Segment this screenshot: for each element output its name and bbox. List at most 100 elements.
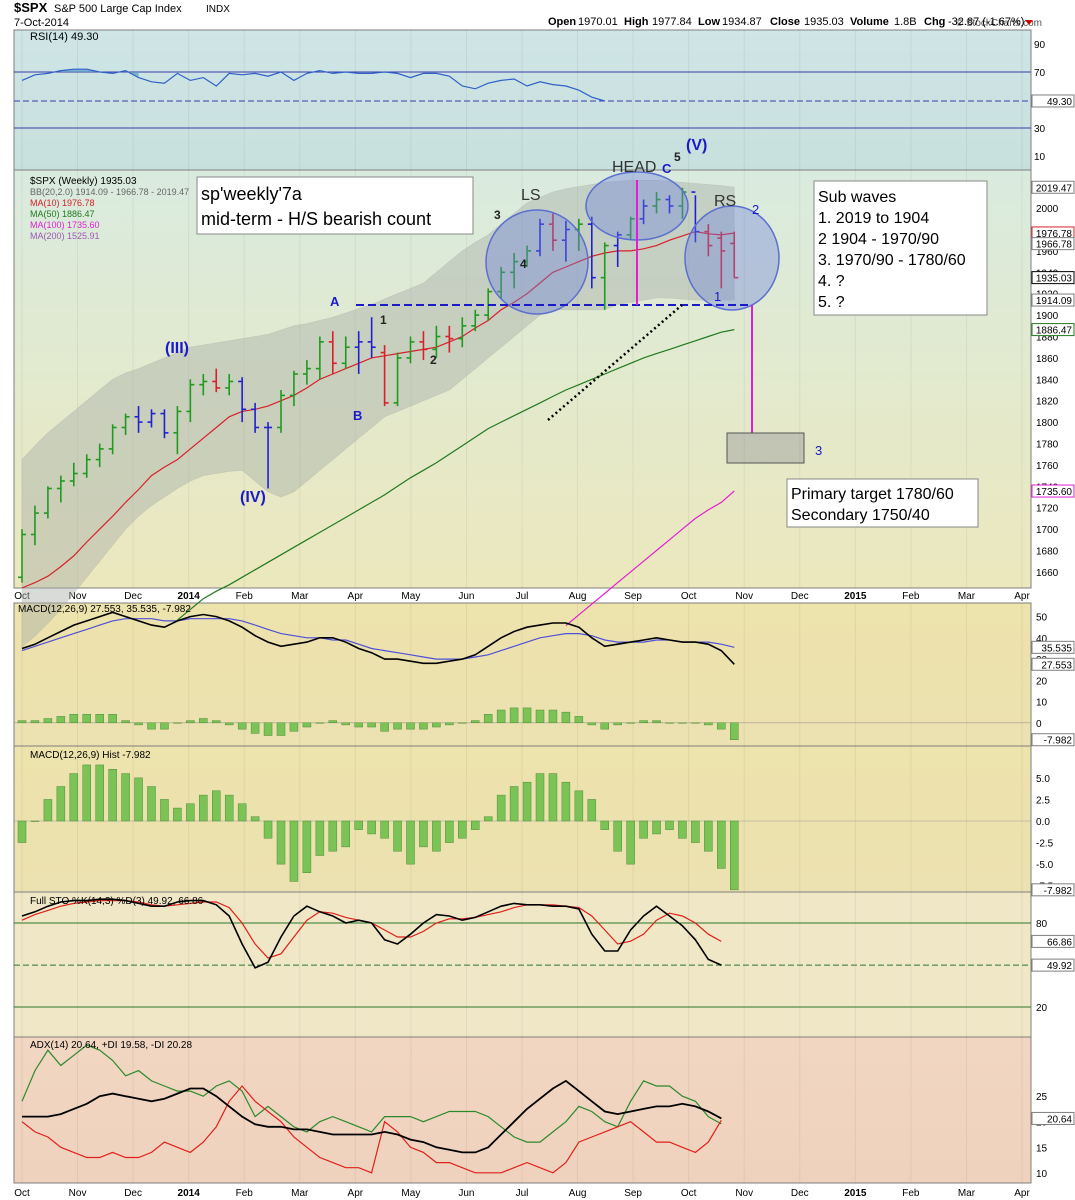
title-box-line1: sp'weekly'7a — [201, 184, 303, 204]
legend-bb: BB(20,2.0) 1914.09 - 1966.78 - 2019.47 — [30, 187, 189, 197]
price-right-label-6: 1735.60 — [1036, 487, 1073, 498]
hist-bar-37 — [496, 794, 506, 822]
ohlc-bar-14 — [199, 373, 208, 396]
chart-date: 7-Oct-2014 — [14, 17, 69, 29]
hist-bar-41 — [548, 773, 558, 822]
hist-bar-39 — [522, 781, 532, 822]
wave-3-label: 3 — [494, 208, 501, 222]
ohlc-bar-42 — [561, 220, 570, 262]
macd-hist-bar-35 — [471, 720, 480, 724]
ohlc-bar-21 — [289, 370, 298, 407]
price-right-label-1: 1976.78 — [1036, 229, 1073, 240]
close-value: 1935.03 — [804, 16, 844, 28]
hist-bar-4 — [69, 773, 79, 822]
rsi-tick-0: 90 — [1034, 40, 1046, 51]
sub-wave-4: 4. ? — [818, 273, 845, 290]
hist-bar-12 — [173, 807, 182, 822]
ohlc-bar-10 — [147, 409, 156, 428]
hist-bar-50 — [665, 820, 674, 830]
macd-hist-bar-21 — [289, 722, 299, 732]
ohlc-bar-33 — [445, 325, 454, 353]
adx-tick-2: 15 — [1036, 1143, 1048, 1154]
hist-bar-11 — [160, 799, 169, 822]
macd-tick-1: 40 — [1036, 634, 1048, 645]
macd-hist-bar-49 — [652, 720, 661, 724]
macd-hist-bar-6 — [95, 714, 104, 724]
macd-hist-bar-11 — [160, 722, 169, 730]
hist-bar-23 — [315, 820, 325, 856]
ohlc-bar-52 — [691, 191, 700, 243]
adx-right-label: 20.64 — [1047, 1114, 1072, 1125]
hist-bar-30 — [406, 820, 415, 865]
rsi-panel — [13, 29, 1032, 171]
watermark: © StockCharts.com — [956, 18, 1042, 29]
hist-bar-47 — [626, 820, 635, 865]
sto-right-label-0: 66.86 — [1047, 937, 1072, 948]
hist-bar-13 — [186, 803, 195, 822]
chg-value: -32.87 (-1.67%) — [948, 16, 1024, 28]
ohlc-bar-54 — [717, 231, 726, 289]
macd-hist-bar-37 — [496, 709, 506, 724]
legend-ma50: MA(50) 1886.47 — [30, 209, 95, 219]
macd-hist-bar-9 — [134, 722, 143, 726]
ohlc-bar-2 — [43, 486, 52, 519]
adx-tick-0: 25 — [1036, 1092, 1048, 1103]
exchange: INDX — [206, 4, 230, 15]
hist-bar-43 — [574, 790, 584, 822]
macd-hist-bar-15 — [212, 720, 221, 724]
ohlc-bar-31 — [419, 331, 428, 361]
x-label-bottom-3: 2014 — [178, 1188, 201, 1199]
macd-hist-bar-53 — [704, 722, 713, 726]
ohlc-bar-34 — [458, 317, 467, 348]
adx-title: ADX(14) 20.64, +DI 19.58, -DI 20.28 — [30, 1040, 192, 1051]
ohlc-bar-53 — [704, 224, 713, 257]
macd-hist-bar-8 — [121, 720, 130, 724]
macd-hist-bar-7 — [108, 714, 117, 724]
x-label-price-2: Dec — [124, 591, 142, 602]
macd-hist-bar-48 — [639, 720, 648, 724]
price-tick-8: 1840 — [1036, 375, 1059, 386]
x-label-price-8: Jun — [458, 591, 474, 602]
price-layer: 2000198019601940192019001880186018401820… — [18, 179, 1075, 648]
ohlc-bar-23 — [315, 336, 324, 380]
hist-last-label: -7.982 — [1044, 886, 1073, 897]
wave-v-label: (V) — [686, 137, 707, 154]
macd-tick-5: 0 — [1036, 719, 1042, 730]
hist-bar-26 — [354, 820, 363, 830]
adx-layer: 2520151020.64 — [21, 1044, 1075, 1180]
target-box — [786, 478, 979, 528]
ohlc-bar-32 — [432, 325, 441, 358]
ohlc-bar-17 — [238, 377, 247, 423]
x-label-price-11: Sep — [624, 591, 642, 602]
x-label-price-14: Dec — [791, 591, 809, 602]
hist-bar-36 — [483, 816, 493, 822]
macd-hist-bar-12 — [173, 722, 182, 724]
target-line1: Primary target 1780/60 — [791, 486, 954, 503]
wave-iv-label: (IV) — [240, 489, 266, 506]
x-label-bottom-2: Dec — [124, 1188, 142, 1199]
ohlc-bar-22 — [302, 360, 311, 385]
price-tick-12: 1760 — [1036, 461, 1059, 472]
wave-5-label: 5 — [674, 150, 681, 164]
ohlc-bar-44 — [587, 216, 596, 289]
adx-line — [22, 1079, 722, 1154]
ohlc-bar-24 — [328, 331, 337, 374]
hist-bar-27 — [367, 820, 376, 835]
wave-1-label: 1 — [380, 313, 387, 327]
macd-hist-bar-54 — [717, 722, 726, 730]
ma10-line — [21, 230, 735, 589]
macd-hist-bar-41 — [548, 709, 558, 724]
macd-hist-bar-52 — [691, 722, 700, 724]
hist-bar-29 — [393, 820, 402, 852]
ohlc-bar-37 — [497, 266, 506, 300]
ohlc-bar-20 — [277, 390, 285, 433]
x-label-price-15: 2015 — [844, 591, 867, 602]
neck-wave-1-label: 1 — [714, 289, 721, 304]
panel-titles: RSI(14) 49.30 $SPX (Weekly) 1935.03 MACD… — [18, 31, 204, 1051]
x-label-price-10: Aug — [569, 591, 587, 602]
macd-hist-bar-51 — [678, 722, 687, 724]
hist-bar-31 — [419, 820, 428, 848]
hist-tick-2: 0.0 — [1036, 817, 1050, 828]
bollinger-band — [21, 179, 735, 648]
